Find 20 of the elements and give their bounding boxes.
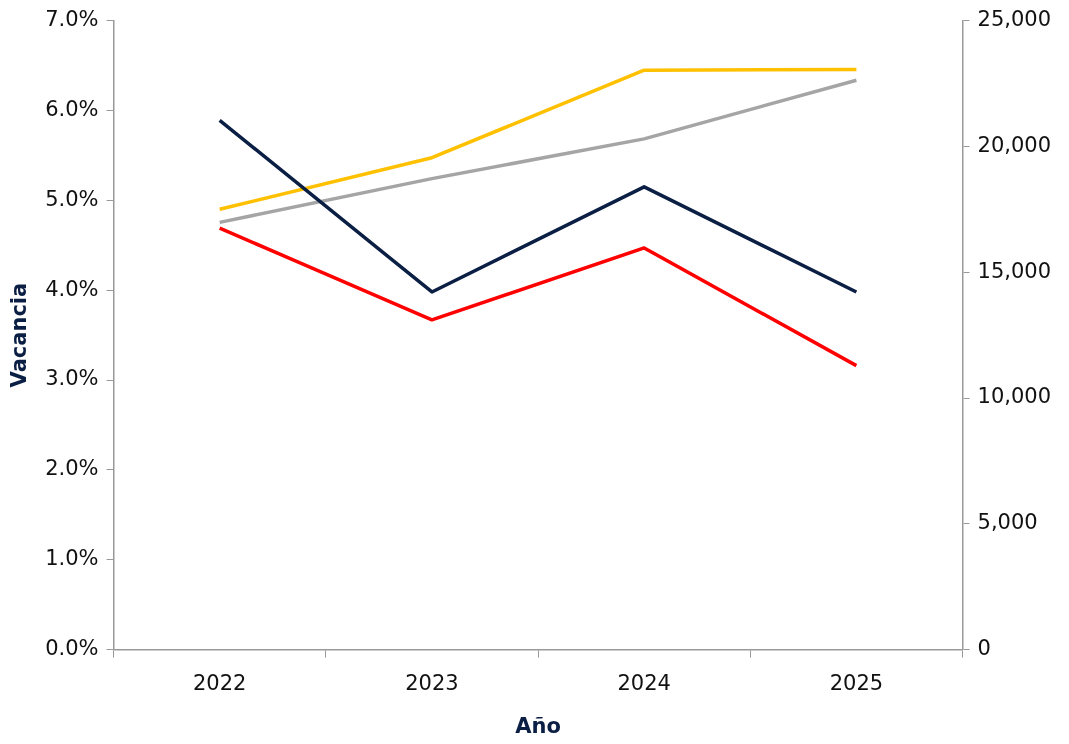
y2-tick-label: 10,000 bbox=[977, 384, 1051, 409]
x-tick-label: 2023 bbox=[405, 670, 459, 695]
y2-tick-label: 20,000 bbox=[977, 132, 1051, 157]
y-tick-label: 1.0% bbox=[45, 546, 99, 571]
x-tick-label: 2025 bbox=[829, 670, 884, 695]
y-tick-label: 2.0% bbox=[45, 456, 99, 481]
y-tick-label: 7.0% bbox=[45, 7, 99, 32]
x-tick-label: 2022 bbox=[192, 670, 247, 695]
y-tick-label: 6.0% bbox=[45, 96, 99, 121]
y2-tick-label: 15,000 bbox=[977, 258, 1051, 283]
y2-tick-label: 25,000 bbox=[977, 7, 1051, 32]
y2-tick-label: 5,000 bbox=[977, 510, 1038, 535]
y-tick-label: 0.0% bbox=[45, 636, 99, 661]
y-tick-label: 4.0% bbox=[45, 276, 99, 301]
y2-tick-label: 0 bbox=[977, 636, 991, 661]
y-tick-label: 5.0% bbox=[45, 186, 99, 211]
x-axis-title: Año bbox=[515, 713, 561, 738]
y-axis-title: Vacancia bbox=[7, 282, 32, 388]
y-tick-label: 3.0% bbox=[45, 366, 99, 391]
x-tick-label: 2024 bbox=[617, 670, 671, 695]
